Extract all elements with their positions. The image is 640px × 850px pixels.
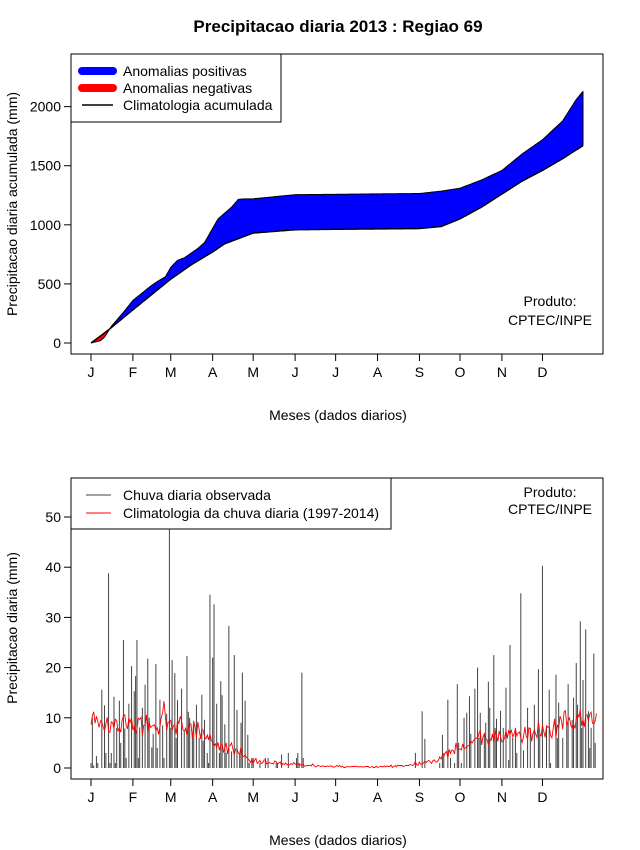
y-tick-label: 2000 (30, 99, 61, 115)
legend-2: Chuva diaria observada Climatologia da c… (70, 477, 392, 530)
x-tick-label: A (208, 364, 218, 380)
legend-label-climatology: Climatologia acumulada (123, 97, 273, 113)
x-tick-label: S (415, 789, 424, 805)
x-tick-label: M (247, 364, 259, 380)
legend-label-observed: Chuva diaria observada (123, 487, 271, 503)
anomaly-areas (90, 90, 584, 344)
y-tick-label: 1000 (30, 217, 61, 233)
observed-cumulative-line (90, 90, 584, 344)
y-tick-label: 30 (45, 609, 61, 625)
x-tick-label: A (373, 364, 383, 380)
x-tick-label: M (247, 789, 259, 805)
x-tick-label: A (208, 789, 218, 805)
credit-line-2-chart2: CPTEC/INPE (508, 501, 592, 517)
x-axis-label-1: Meses (dados diarios) (269, 407, 407, 423)
x-tick-label: M (165, 364, 177, 380)
x-tick-label: O (455, 364, 466, 380)
y-tick-label: 1500 (30, 158, 61, 174)
climatology-cumulative-line (90, 145, 584, 344)
y-axis-label-1: Precipitacao diaria acumulada (mm) (4, 92, 20, 316)
climatology-daily-line (90, 701, 597, 769)
y-tick-label: 10 (45, 710, 61, 726)
x-tick-label: J (88, 789, 95, 805)
legend-1: Anomalias positivas Anomalias negativas … (70, 53, 282, 123)
credit-line-1-chart2: Produto: (524, 484, 577, 500)
credit-line-2-chart1: CPTEC/INPE (508, 312, 592, 328)
x-tick-label: O (455, 789, 466, 805)
daily-chart: 0 10 20 30 40 50 J F M A M J J A S O N D Meses (dados di… (4, 477, 604, 848)
y-tick-label: 0 (53, 760, 61, 776)
y-axis-1: 0 500 1000 1500 2000 (30, 99, 72, 351)
credit-line-1-chart1: Produto: (524, 293, 577, 309)
legend-box-2 (70, 477, 392, 530)
y-axis-label-2: Precipitacao diaria (mm) (4, 552, 20, 704)
y-tick-label: 50 (45, 509, 61, 525)
x-tick-label: F (129, 789, 138, 805)
legend-label-negative: Anomalias negativas (123, 80, 252, 96)
observed-rain-bars (90, 487, 596, 768)
cumulative-chart: 0 500 1000 1500 2000 J F M A M J J A S O N D Meses (dad… (4, 53, 604, 423)
y-tick-label: 20 (45, 660, 61, 676)
x-axis-label-2: Meses (dados diarios) (269, 832, 407, 848)
y-tick-label: 0 (53, 335, 61, 351)
legend-label-positive: Anomalias positivas (123, 63, 247, 79)
x-tick-label: J (332, 789, 339, 805)
x-tick-label: N (497, 789, 507, 805)
x-tick-label: J (292, 789, 299, 805)
x-tick-label: A (373, 789, 383, 805)
chart-title: Precipitacao diaria 2013 : Regiao 69 (193, 17, 482, 36)
x-tick-label: J (292, 364, 299, 380)
legend-label-climatology-daily: Climatologia da chuva diaria (1997-2014) (123, 505, 379, 521)
y-tick-label: 500 (38, 276, 62, 292)
y-tick-label: 40 (45, 559, 61, 575)
y-axis-2: 0 10 20 30 40 50 (45, 509, 72, 776)
x-tick-label: N (497, 364, 507, 380)
x-tick-label: D (537, 789, 547, 805)
x-tick-label: S (415, 364, 424, 380)
x-tick-label: D (537, 364, 547, 380)
x-tick-label: J (332, 364, 339, 380)
x-tick-label: M (165, 789, 177, 805)
x-tick-label: J (88, 364, 95, 380)
positive-anomaly-area (109, 91, 584, 329)
x-tick-label: F (129, 364, 138, 380)
